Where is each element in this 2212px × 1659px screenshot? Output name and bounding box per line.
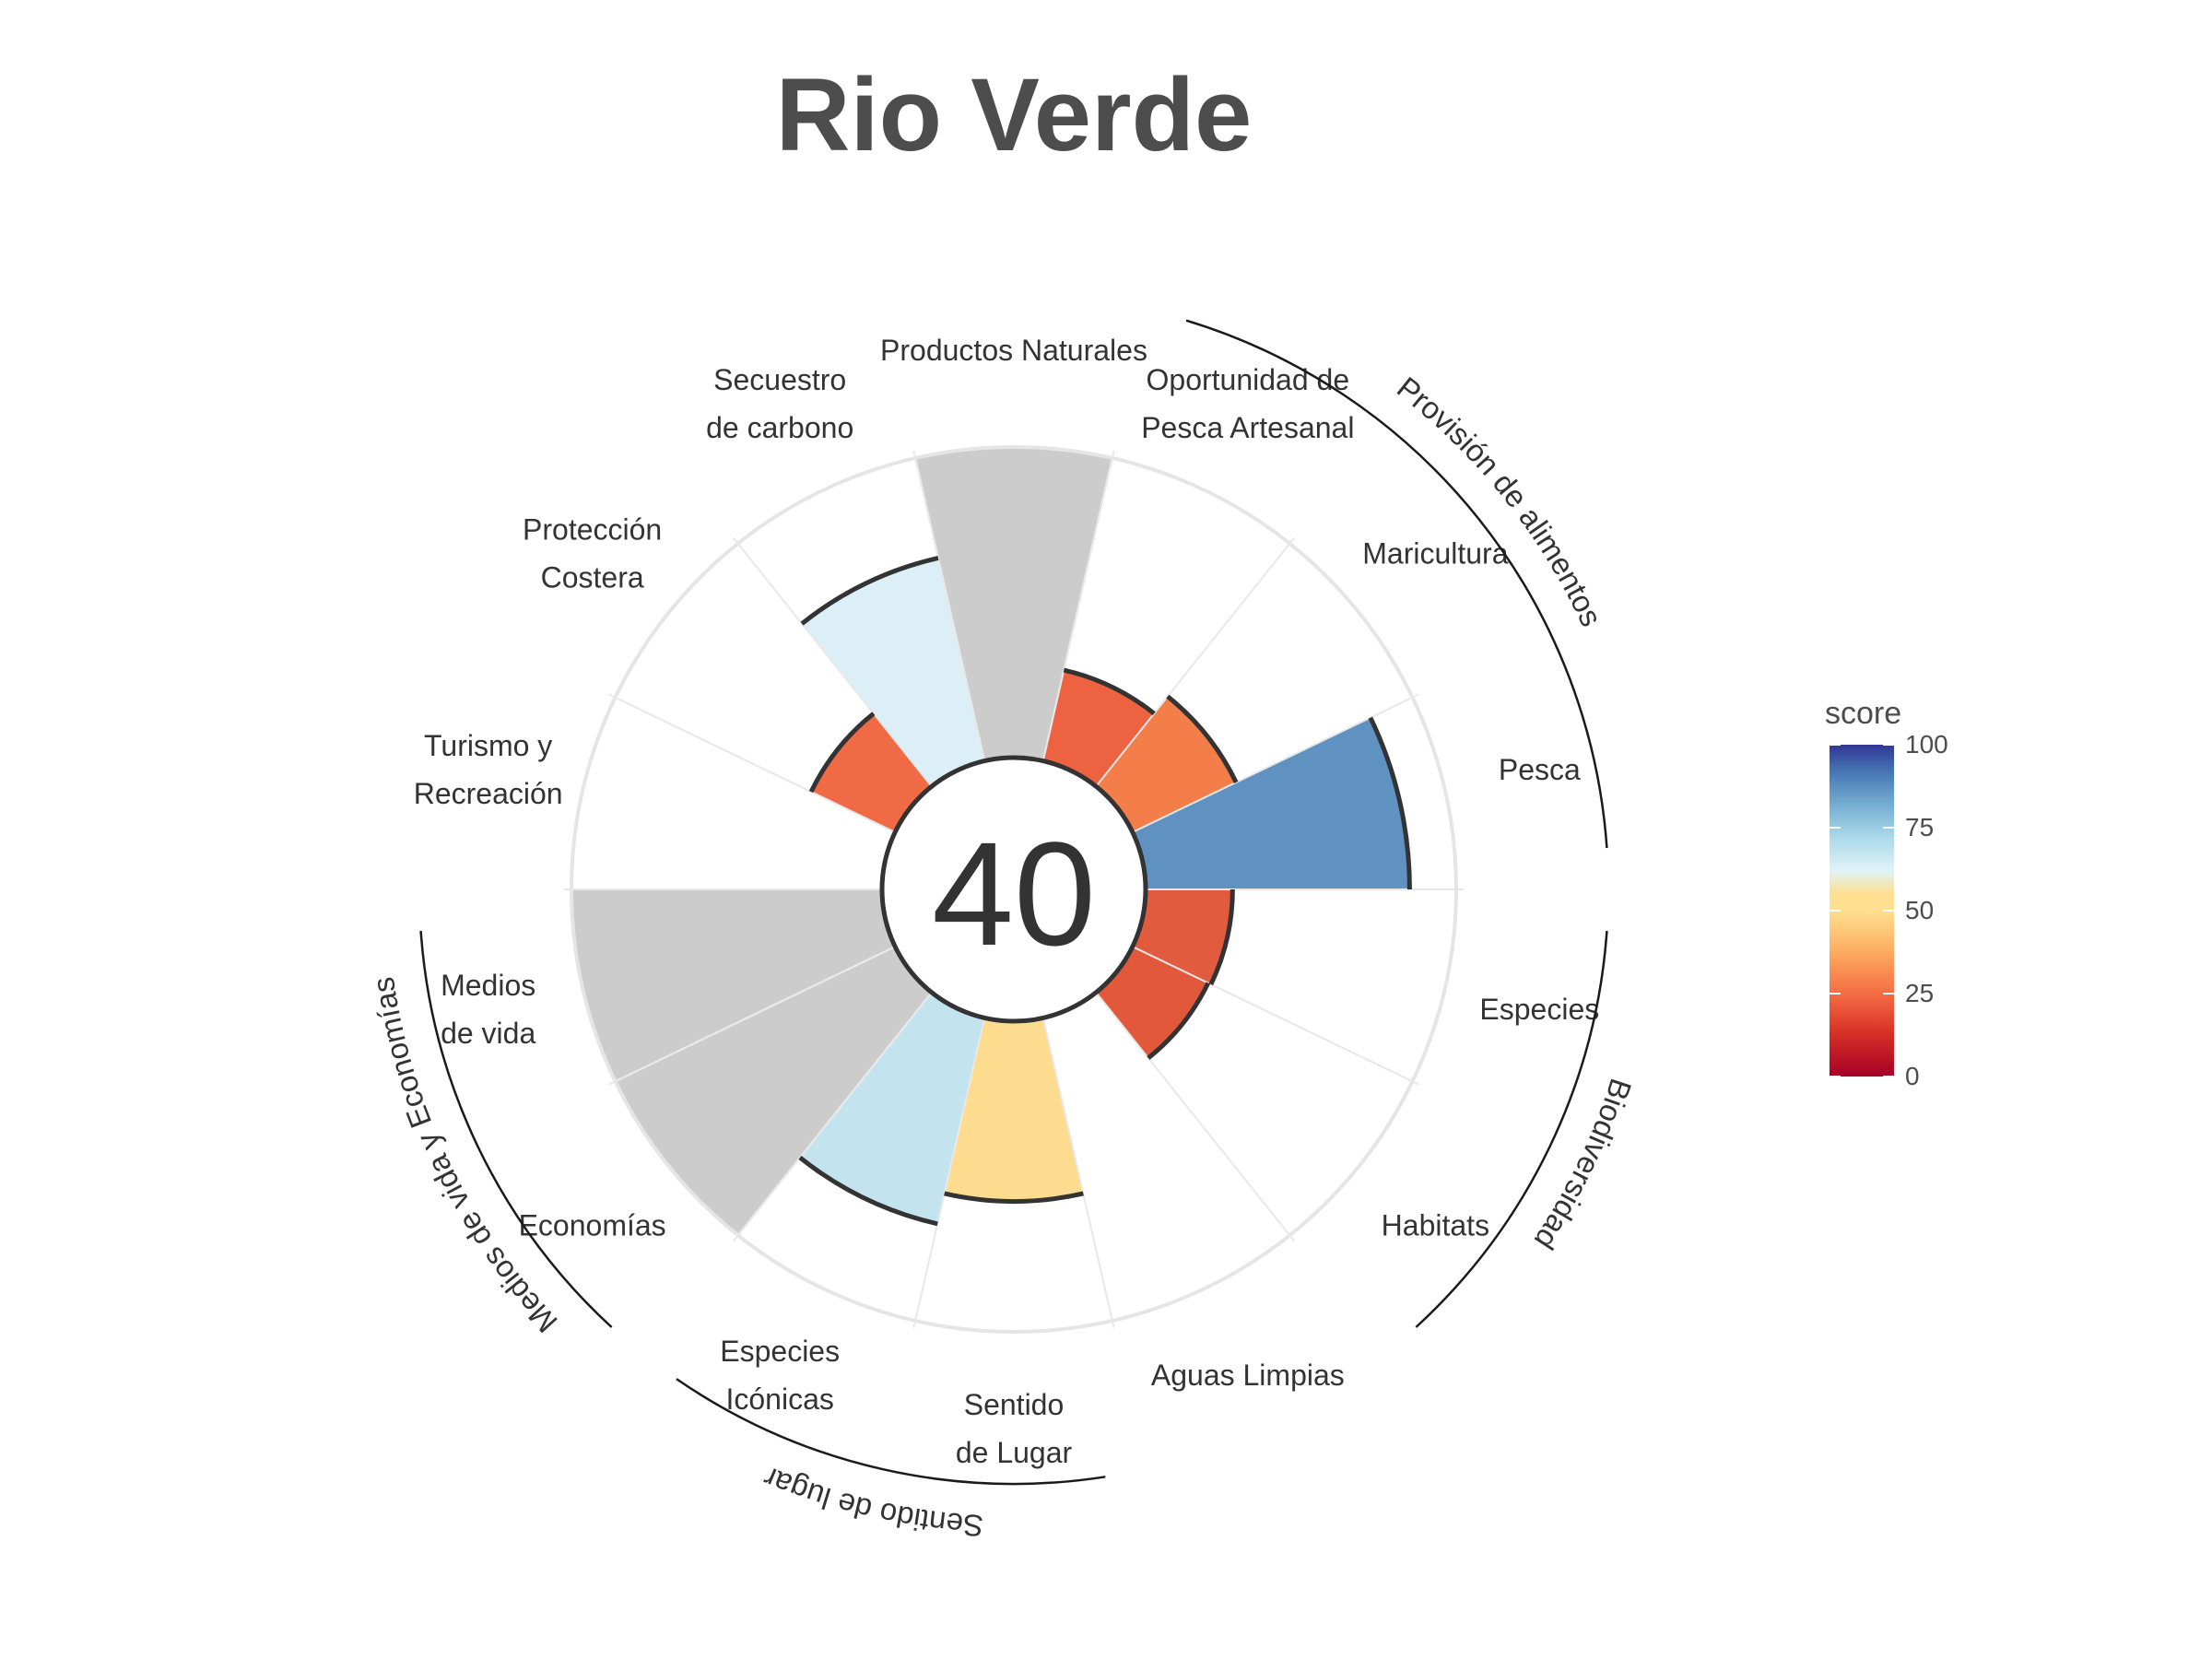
group-arc [1185,319,1608,849]
group-label: Sentido de lugar [759,1461,984,1544]
radial-gridline [912,1018,986,1328]
category-label: Turismo y Recreación [414,729,563,810]
petal-outline [1147,982,1211,1060]
legend-title: score [1825,696,1902,731]
category-label: Protección Costera [523,512,662,594]
category-label: Oportunidad de Pesca Artesanal [1141,363,1354,444]
legend-tick-mark [1830,827,1841,829]
legend-tick-mark [1883,993,1894,994]
category-label: Medios de vida [441,969,535,1050]
radial-gridline [1041,451,1115,761]
group-arc [1415,930,1608,1328]
category-label: Sentido de Lugar [956,1388,1073,1469]
legend-tick-mark [1883,744,1894,746]
radial-gridline [1041,1018,1115,1328]
outline-layer [798,556,1412,1227]
legend-tick-label: 100 [1905,730,1948,759]
category-label: Especies [1479,993,1599,1026]
legend-tick-label: 75 [1905,813,1935,841]
petal-outline [1166,694,1239,783]
grid-layer [564,445,1464,1334]
legend-tick-mark [1830,993,1841,994]
category-label: Aguas Limpias [1151,1359,1345,1392]
petal-outline [944,1191,1084,1204]
category-label: Especies Icónicas [720,1335,840,1416]
legend: score 100 75 50 25 0 [1820,696,1986,1101]
legend-tick-mark [1830,1076,1841,1077]
category-label: Economías [519,1209,666,1242]
petal-outline [808,712,876,794]
petal-outline [1208,888,1235,986]
center-circle [879,755,1148,1024]
petal-outline [798,1156,938,1227]
radial-gridline [1095,992,1296,1242]
group-arc [676,1378,1106,1486]
category-label: Habitats [1382,1209,1489,1242]
petal-outline [1368,716,1412,890]
category-label: Maricultura [1362,536,1508,570]
legend-tick-label: 25 [1905,979,1935,1007]
center-score: 40 [932,811,1096,976]
category-label: Secuestro de carbono [706,363,853,444]
petal-outline [800,556,939,626]
radial-gridline [1132,946,1420,1086]
legend-tick-label: 0 [1905,1062,1920,1090]
legend-tick-mark [1830,744,1841,746]
radial-gridline [732,992,933,1242]
category-label: Pesca [1499,753,1581,786]
legend-tick-mark [1830,910,1841,912]
group-label: Provisión de alimentos [1391,370,1609,631]
group-label: Biodiversidad [1528,1075,1639,1256]
radial-gridline [732,536,933,787]
radial-gridline [607,946,896,1086]
legend-tick-mark [1883,910,1894,912]
category-label: Productos Naturales [880,334,1147,367]
legend-tick-mark [1883,827,1894,829]
chart-title: Rio Verde [775,57,1253,172]
radial-gridline [1095,536,1296,787]
radial-gridline [607,693,896,833]
radial-gridline [912,451,986,761]
petal-outline [1063,667,1156,716]
legend-tick-label: 50 [1905,896,1935,924]
group-arc [419,930,613,1328]
legend-tick-mark [1883,1076,1894,1077]
